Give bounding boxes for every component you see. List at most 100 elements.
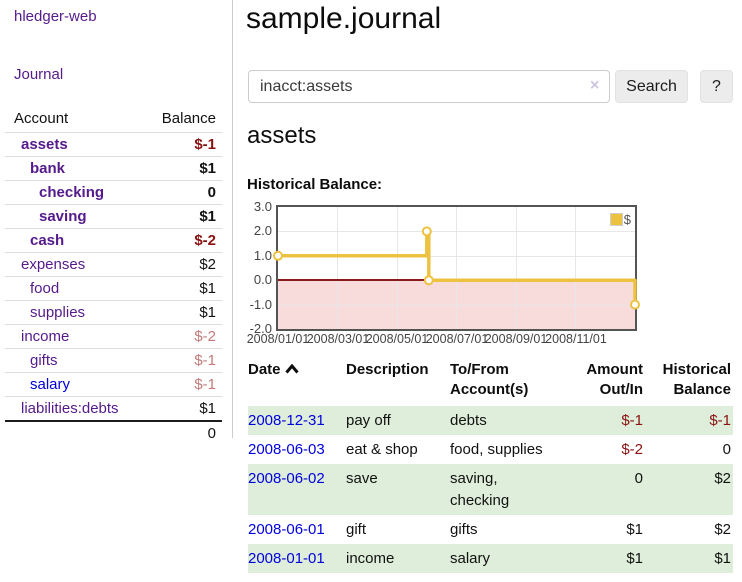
transaction-description: eat & shop (346, 441, 418, 458)
transaction-balance: $2 (645, 464, 733, 515)
chart-legend: $ (609, 212, 631, 227)
y-tick-label: 0.0 (253, 272, 272, 287)
account-link-income[interactable]: income (21, 328, 70, 345)
account-column-header: To/From Account(s) (450, 361, 529, 398)
x-tick-label: 2008/09/01 (484, 332, 548, 346)
transaction-amount: $1 (560, 544, 645, 573)
x-tick-label: 2008/11/01 (545, 332, 607, 346)
balance-column-header: Historical Balance (662, 361, 731, 398)
account-link-salary[interactable]: salary (30, 376, 71, 393)
account-balance: $1 (199, 208, 216, 225)
transaction-date-link[interactable]: 2008-12-31 (248, 412, 325, 429)
account-row-saving: saving $1 (5, 204, 222, 228)
historical-balance-chart: $ (273, 205, 640, 331)
historical-balance-label: Historical Balance: (247, 176, 383, 193)
register-row: 2008-06-02 save saving, checking 0 $2 (248, 464, 733, 515)
x-tick-label: 2008/07/01 (425, 332, 489, 346)
search-input[interactable] (248, 70, 610, 103)
search-button[interactable]: Search (615, 70, 688, 103)
register-row: 2008-12-31 pay off debts $-1 $-1 (248, 406, 733, 435)
app-title-link[interactable]: hledger-web (14, 8, 97, 25)
amount-column-header: Amount Out/In (586, 361, 643, 398)
account-heading: assets (247, 122, 317, 149)
account-row-liabilities-debts: liabilities:debts $1 (5, 396, 222, 420)
data-point-marker (273, 250, 283, 261)
data-point-marker (630, 299, 640, 310)
gridline (456, 207, 457, 329)
account-link-expenses[interactable]: expenses (21, 256, 86, 273)
account-row-cash: cash $-2 (5, 228, 222, 252)
accounts-table-header: Account Balance (5, 106, 222, 132)
data-point-marker (423, 275, 434, 286)
account-link-bank[interactable]: bank (30, 160, 66, 177)
account-row-checking: checking 0 (5, 180, 222, 204)
transaction-accounts: gifts (450, 521, 478, 538)
x-tick-label: 2008/01/01 (246, 332, 310, 346)
transaction-date-link[interactable]: 2008-06-03 (248, 441, 325, 458)
account-balance: $1 (199, 280, 216, 297)
account-link-cash[interactable]: cash (30, 232, 65, 249)
account-balance: $-1 (194, 136, 216, 153)
transaction-amount: $-2 (621, 441, 643, 458)
account-link-checking[interactable]: checking (39, 184, 105, 201)
page-title: sample.journal (246, 2, 442, 35)
account-link-food[interactable]: food (30, 280, 60, 297)
legend-swatch-icon (609, 213, 623, 226)
account-balance: $1 (199, 400, 216, 417)
balance-series-line (273, 226, 640, 310)
account-row-supplies: supplies $1 (5, 300, 222, 324)
transaction-description: pay off (346, 406, 450, 435)
x-tick-label: 2008/03/01 (306, 332, 370, 346)
help-button[interactable]: ? (700, 70, 733, 103)
transaction-balance: $-1 (645, 406, 733, 435)
transaction-date-link[interactable]: 2008-06-01 (248, 521, 325, 538)
account-row-income: income $-2 (5, 324, 222, 348)
register-row: 2008-06-03 eat & shop food, supplies $-2… (248, 435, 733, 464)
account-row-expenses: expenses $2 (5, 252, 222, 276)
y-tick-label: -1.0 (249, 297, 272, 312)
register-table: Date Description To/From Account(s) Amou… (248, 358, 733, 573)
transaction-amount: 0 (560, 464, 645, 515)
gridline (516, 207, 517, 329)
register-row: 2008-06-01 gift gifts $1 $2 (248, 515, 733, 544)
account-balance: $1 (199, 160, 216, 177)
account-column-header: Account (14, 110, 69, 127)
account-link-gifts[interactable]: gifts (30, 352, 58, 369)
account-balance: $-2 (194, 232, 216, 249)
transaction-amount: $-1 (560, 406, 645, 435)
transaction-date-link[interactable]: 2008-06-02 (248, 470, 325, 487)
clear-search-icon[interactable]: × (590, 77, 600, 94)
gridline (575, 207, 576, 329)
sidebar-item-journal[interactable]: Journal (14, 66, 64, 83)
description-column-header: Description (346, 361, 429, 378)
transaction-date-link[interactable]: 2008-01-01 (248, 550, 325, 567)
accounts-total-value: 0 (207, 425, 216, 442)
account-row-assets: assets $-1 (5, 132, 222, 156)
account-link-liabilities-debts[interactable]: liabilities:debts (21, 400, 119, 417)
transaction-accounts: saving, checking (450, 464, 560, 515)
account-link-saving[interactable]: saving (39, 208, 87, 225)
date-column-header[interactable]: Date (248, 358, 346, 406)
account-row-salary: salary $-1 (5, 372, 222, 396)
account-row-bank: bank $1 (5, 156, 222, 180)
account-balance: $-1 (194, 376, 216, 393)
accounts-balance-table: Account Balance assets $-1 bank $1 check… (5, 106, 222, 445)
x-tick-label: 2008/05/01 (365, 332, 429, 346)
transaction-balance: $1 (645, 544, 733, 573)
gridline (337, 207, 338, 329)
y-tick-label: 3.0 (253, 199, 272, 214)
account-link-assets[interactable]: assets (21, 136, 68, 153)
accounts-total-row: 0 (5, 420, 222, 445)
account-link-supplies[interactable]: supplies (30, 304, 86, 321)
y-tick-label: 1.0 (253, 248, 272, 263)
data-point-marker (421, 226, 432, 237)
register-header-row: Date Description To/From Account(s) Amou… (248, 358, 733, 406)
register-row: 2008-01-01 income salary $1 $1 (248, 544, 733, 573)
account-row-gifts: gifts $-1 (5, 348, 222, 372)
transaction-description: income (346, 544, 450, 573)
balance-column-header: Balance (161, 110, 216, 127)
transaction-balance: $2 (714, 521, 731, 538)
transaction-description: save (346, 464, 450, 515)
sidebar-divider (232, 0, 233, 438)
